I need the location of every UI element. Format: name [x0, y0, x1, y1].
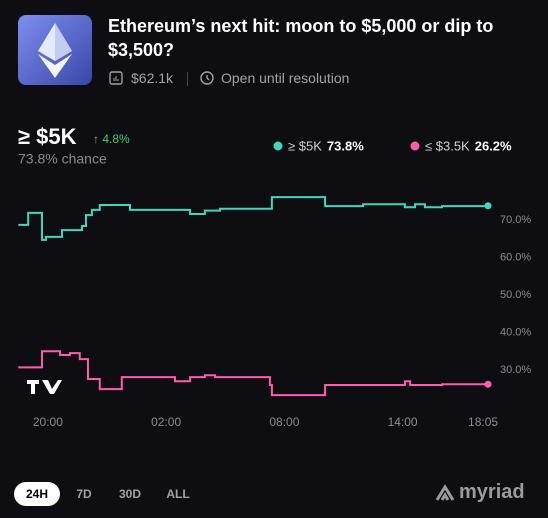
- clock-icon: [200, 71, 214, 85]
- brand-logo: [435, 484, 455, 501]
- legend-label: ≤ $3.5K: [425, 138, 470, 153]
- x-tick-label: 14:00: [388, 415, 418, 429]
- x-tick-label: 08:00: [269, 415, 299, 429]
- status: Open until resolution: [221, 70, 350, 86]
- legend-swatch: [410, 141, 420, 151]
- market-title: Ethereum’s next hit: moon to $5,000 or d…: [108, 16, 494, 60]
- divider: [187, 72, 188, 86]
- range-tab[interactable]: 7D: [76, 487, 92, 501]
- legend-value: 26.2%: [475, 138, 512, 153]
- change: ↑ 4.8%: [93, 132, 130, 146]
- volume-icon: [109, 71, 123, 85]
- brand: myriad: [459, 481, 525, 503]
- end-dot: [484, 202, 492, 210]
- legend-label: ≥ $5K: [288, 138, 322, 153]
- x-tick-label: 02:00: [151, 415, 181, 429]
- legend-item: ≥ $5K 73.8%: [273, 138, 364, 153]
- range-tab[interactable]: ALL: [166, 487, 190, 501]
- chart: ≥ $5K ↑ 4.8% 73.8% chance 30.0% 40.0% 50.0…: [18, 124, 531, 429]
- y-tick-label: 50.0%: [500, 289, 531, 301]
- chart-title: ≥ $5K: [18, 124, 77, 149]
- volume: $62.1k: [131, 70, 174, 86]
- x-tick-label: 20:00: [33, 415, 63, 429]
- series-line: [18, 350, 488, 397]
- y-tick-label: 30.0%: [500, 364, 531, 376]
- range-tab[interactable]: 24H: [14, 482, 60, 506]
- y-tick-label: 40.0%: [500, 326, 531, 338]
- x-tick-label: 18:05: [468, 415, 498, 429]
- series-line: [18, 196, 489, 241]
- token-icon: [18, 15, 92, 85]
- legend-value: 73.8%: [327, 138, 364, 153]
- y-tick-label: 60.0%: [500, 251, 531, 263]
- legend-swatch: [273, 141, 283, 151]
- legend-item: ≤ $3.5K 26.2%: [410, 138, 512, 153]
- watermark: [27, 380, 62, 394]
- y-tick-label: 70.0%: [500, 214, 531, 226]
- chart-subtitle: 73.8% chance: [18, 151, 107, 167]
- range-tab[interactable]: 30D: [118, 487, 141, 501]
- end-dot: [484, 380, 492, 388]
